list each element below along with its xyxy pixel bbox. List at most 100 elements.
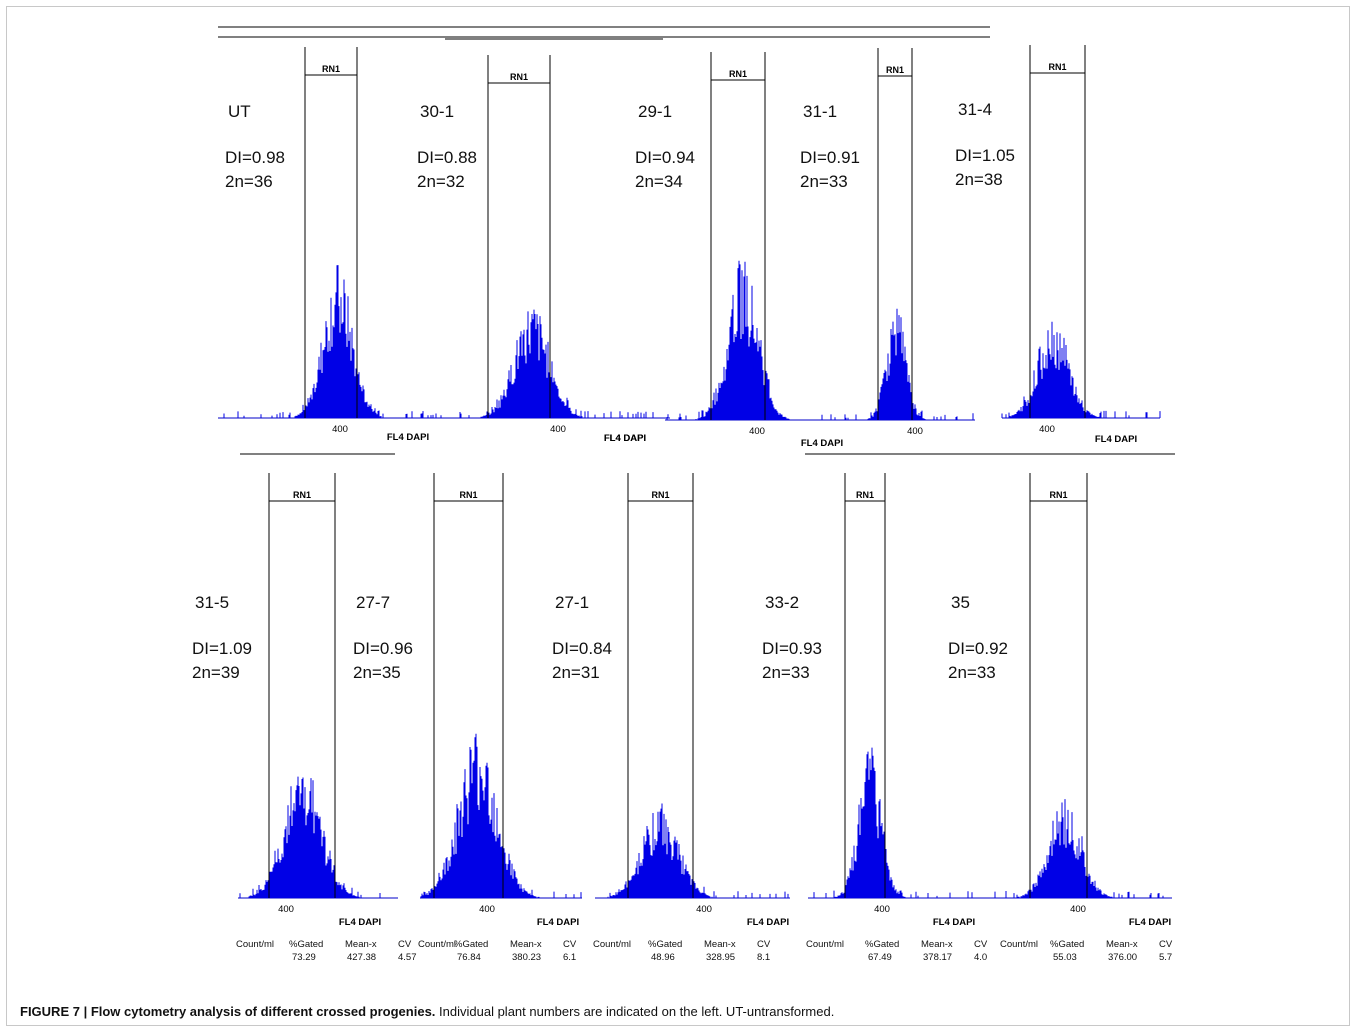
histogram-bars — [420, 733, 582, 898]
sample-id-label: 29-1 — [638, 102, 673, 121]
caption-label: FIGURE 7 | Flow cytometry analysis of di… — [20, 1004, 436, 1019]
stats-header-cv: CV — [757, 939, 771, 950]
histogram-bars — [239, 776, 381, 898]
stats-header-gated: %Gated — [289, 939, 324, 950]
x-axis-label: FL4 DAPI — [933, 917, 975, 928]
stats-value-mean: 376.00 — [1108, 952, 1138, 963]
sample-id-label: 31-1 — [803, 102, 838, 121]
gate-label: RN1 — [510, 72, 528, 82]
sample-id-label: 30-1 — [420, 102, 455, 121]
stats-header-mean: Mean-x — [1106, 939, 1138, 950]
stats-header-cv: CV — [974, 939, 988, 950]
x-axis-label: FL4 DAPI — [604, 433, 646, 444]
histogram-bars — [223, 265, 408, 418]
x-tick-label: 400 — [907, 426, 923, 437]
stats-value-cv: 4.0 — [974, 952, 988, 963]
dna-index-label: DI=1.09 — [192, 639, 253, 658]
histogram-panel-35: RN1 400 FL4 DAPI — [982, 473, 1172, 928]
x-tick-label: 400 — [332, 424, 348, 435]
dna-index-label: DI=0.96 — [353, 639, 414, 658]
histogram-panel-33-2: RN1 400 FL4 DAPI — [808, 473, 990, 928]
stats-value-gated: 76.84 — [457, 952, 481, 963]
stats-value-cv: 6.1 — [563, 952, 577, 963]
histogram-panel-30-1: RN1 400 FL4 DAPI — [410, 55, 670, 444]
stats-value-gated: 48.96 — [651, 952, 675, 963]
histogram-panel-31-5: RN1 400 FL4 DAPI — [238, 473, 398, 928]
x-axis-label: FL4 DAPI — [1095, 434, 1137, 445]
chromosome-number-label: 2n=38 — [955, 170, 1003, 189]
chromosome-number-label: 2n=33 — [762, 663, 810, 682]
stats-header-gated: %Gated — [1050, 939, 1085, 950]
stats-value-mean: 380.23 — [512, 952, 542, 963]
stats-header-count: Count/ml — [418, 939, 457, 950]
histogram-bars — [813, 747, 973, 898]
dna-index-label: DI=0.84 — [552, 639, 613, 658]
sample-id-label: 31-5 — [195, 593, 230, 612]
stats-header-cv: CV — [398, 939, 412, 950]
dna-index-label: DI=0.91 — [800, 148, 861, 167]
histogram-panel-31-1: RN1 400 FL4 DAPI — [801, 48, 975, 449]
chromosome-number-label: 2n=34 — [635, 172, 683, 191]
x-tick-label: 400 — [696, 904, 712, 915]
stats-value-mean: 427.38 — [347, 952, 377, 963]
stats-value-gated: 55.03 — [1053, 952, 1077, 963]
gate-label: RN1 — [293, 490, 311, 500]
stats-header-cv: CV — [1159, 939, 1173, 950]
sample-id-label: 35 — [951, 593, 970, 612]
x-tick-label: 400 — [1070, 904, 1086, 915]
dna-index-label: DI=0.98 — [225, 148, 286, 167]
dna-index-label: DI=1.05 — [955, 146, 1016, 165]
stats-value-cv: 8.1 — [757, 952, 771, 963]
x-tick-label: 400 — [479, 904, 495, 915]
histogram-bars — [607, 803, 789, 898]
histogram-bars — [1001, 321, 1161, 418]
gate-label: RN1 — [1049, 490, 1067, 500]
gate-label: RN1 — [1048, 62, 1066, 72]
histogram-panel-29-1: RN1 400 FL4 DAPI — [604, 52, 850, 444]
x-tick-label: 400 — [550, 424, 566, 435]
gate-label: RN1 — [856, 490, 874, 500]
histogram-bars — [844, 308, 974, 420]
histogram-panels: RN1 400 FL4 DAPI RN1 400 FL4 DAPI RN1 400 FL4 DA… — [218, 26, 1175, 928]
gate-label: RN1 — [729, 69, 747, 79]
stats-header-count: Count/ml — [806, 939, 845, 950]
gate-label: RN1 — [886, 65, 904, 75]
caption-text: Individual plant numbers are indicated o… — [435, 1004, 835, 1019]
histogram-panel-31-4: RN1 400 FL4 DAPI — [1001, 45, 1161, 445]
histogram-bars — [411, 309, 669, 418]
stats-header-gated: %Gated — [454, 939, 489, 950]
histogram-panel-27-7: RN1 400 FL4 DAPI — [420, 473, 582, 928]
sample-id-label: 27-7 — [356, 593, 391, 612]
stats-header-count: Count/ml — [1000, 939, 1039, 950]
chromosome-number-label: 2n=33 — [800, 172, 848, 191]
gate-label: RN1 — [459, 490, 477, 500]
chromosome-number-label: 2n=39 — [192, 663, 240, 682]
stats-header-mean: Mean-x — [510, 939, 542, 950]
gate-label: RN1 — [651, 490, 669, 500]
x-tick-label: 400 — [749, 426, 765, 437]
chromosome-number-label: 2n=31 — [552, 663, 600, 682]
x-tick-label: 400 — [278, 904, 294, 915]
histogram-bars — [994, 799, 1164, 898]
sample-id-label: 31-4 — [958, 100, 993, 119]
chromosome-number-label: 2n=32 — [417, 172, 465, 191]
stats-header-gated: %Gated — [865, 939, 900, 950]
x-tick-label: 400 — [874, 904, 890, 915]
dna-index-label: DI=0.88 — [417, 148, 478, 167]
stats-header-cv: CV — [563, 939, 577, 950]
stats-value-gated: 67.49 — [868, 952, 892, 963]
x-axis-label: FL4 DAPI — [537, 917, 579, 928]
histogram-bars — [666, 260, 836, 420]
dna-index-label: DI=0.94 — [635, 148, 696, 167]
sample-id-label: 33-2 — [765, 593, 800, 612]
x-axis-label: FL4 DAPI — [747, 917, 789, 928]
dna-index-label: DI=0.92 — [948, 639, 1009, 658]
stats-value-cv: 4.57 — [398, 952, 417, 963]
figure-frame — [6, 6, 1350, 1026]
x-axis-label: FL4 DAPI — [801, 438, 843, 449]
x-axis-label: FL4 DAPI — [387, 432, 429, 443]
histogram-panel-UT: RN1 400 FL4 DAPI — [218, 47, 429, 443]
x-axis-label: FL4 DAPI — [1129, 917, 1171, 928]
chromosome-number-label: 2n=36 — [225, 172, 273, 191]
stats-value-mean: 378.17 — [923, 952, 953, 963]
